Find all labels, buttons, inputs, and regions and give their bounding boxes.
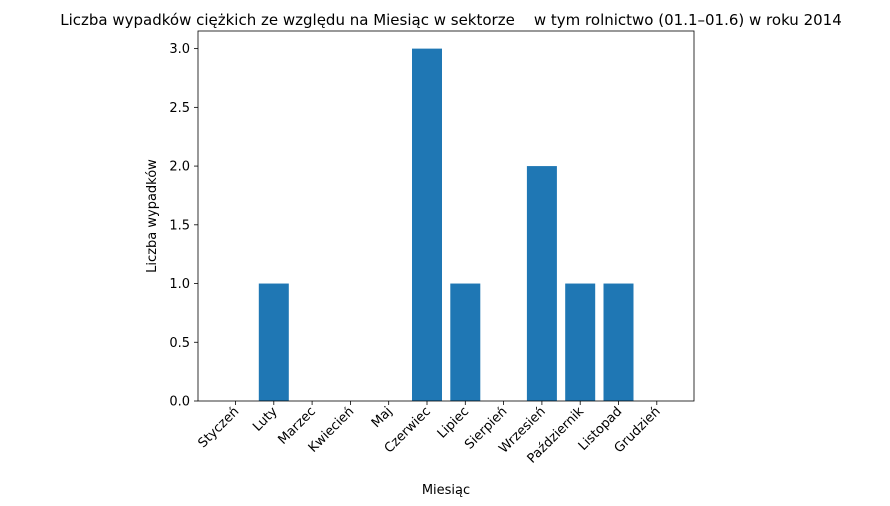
y-axis: 0.0 0.5 1.0 1.5 2.0 2.5 3.0 bbox=[169, 42, 198, 410]
y-tick-label: 0.5 bbox=[169, 336, 190, 351]
bar-6 bbox=[412, 48, 442, 401]
x-tick-label: Styczeń bbox=[195, 404, 242, 451]
bar-10 bbox=[565, 283, 596, 401]
y-tick-label: 2.5 bbox=[169, 101, 190, 116]
y-tick-label: 0.0 bbox=[169, 395, 190, 410]
y-tick-label: 1.5 bbox=[169, 218, 190, 233]
plot-frame bbox=[197, 30, 695, 402]
bar-7 bbox=[450, 283, 481, 401]
bar-11 bbox=[603, 283, 634, 401]
chart-title: Liczba wypadków ciężkich ze względu na M… bbox=[60, 11, 842, 29]
bar-9 bbox=[526, 166, 557, 401]
x-tick-label: Lipiec bbox=[435, 404, 472, 441]
x-tick-label: Maj bbox=[369, 404, 396, 431]
y-tick-label: 3.0 bbox=[169, 42, 190, 57]
y-tick-label: 2.0 bbox=[169, 160, 190, 175]
x-axis-label: Miesiąc bbox=[422, 483, 470, 498]
y-tick-label: 1.0 bbox=[169, 277, 190, 292]
x-tick-label: Luty bbox=[250, 404, 281, 435]
bars-group bbox=[258, 48, 634, 401]
bar-2 bbox=[258, 283, 289, 401]
y-axis-label: Liczba wypadków bbox=[145, 159, 160, 273]
